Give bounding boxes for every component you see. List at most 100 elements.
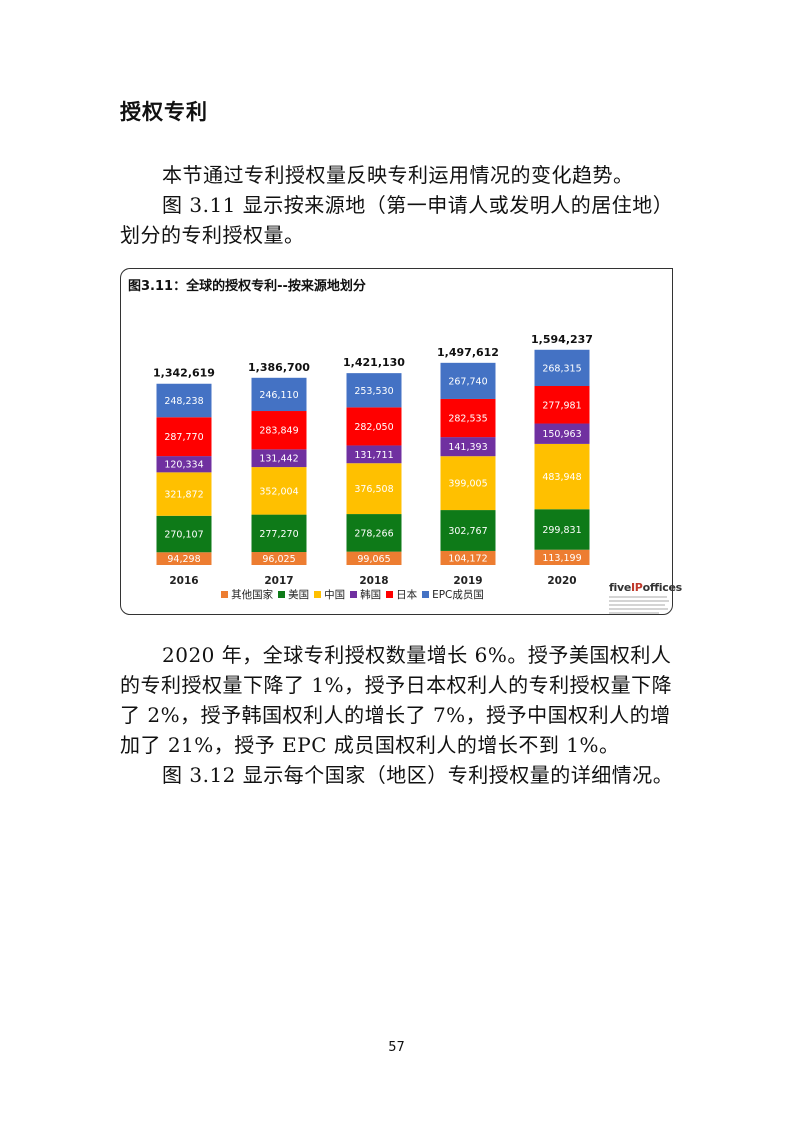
legend-label-5: EPC成员国 <box>432 589 484 601</box>
total-label-2018: 1,421,130 <box>343 356 405 369</box>
data-label-2019-4: 282,535 <box>448 414 487 425</box>
total-label-2017: 1,386,700 <box>248 361 310 374</box>
intro-paragraph: 本节通过专利授权量反映专利运用情况的变化趋势。 图 3.11 显示按来源地（第一… <box>120 160 680 250</box>
bar-segment-2016-1 <box>156 515 212 553</box>
x-tick-2020: 2020 <box>547 575 576 587</box>
x-tick-2016: 2016 <box>169 575 198 587</box>
bar-segment-2016-5 <box>156 383 212 418</box>
data-label-2018-4: 282,050 <box>354 422 393 433</box>
fiveipoffices-logo: fiveIPoffices <box>609 581 682 614</box>
bar-segment-2019-5 <box>440 362 496 399</box>
bar-segment-2017-1 <box>251 514 307 553</box>
legend-swatch-3 <box>350 591 358 598</box>
bar-segment-2018-4 <box>346 407 402 446</box>
bar-segment-2020-5 <box>534 349 590 387</box>
bar-segment-2019-2 <box>440 456 496 511</box>
legend-item-0: 其他国家 <box>221 587 273 602</box>
legend-swatch-4 <box>386 591 394 598</box>
bar-segment-2019-3 <box>440 437 496 457</box>
chart-legend: 其他国家 美国 中国 韩国 日本 EPC成员国 <box>121 587 674 602</box>
data-label-2017-1: 277,270 <box>259 529 298 540</box>
bar-segment-2016-2 <box>156 472 212 516</box>
legend-label-4: 日本 <box>396 589 418 601</box>
data-label-2019-5: 267,740 <box>448 376 487 387</box>
logo-wordmark: fiveIPoffices <box>609 581 682 594</box>
legend-label-2: 中国 <box>324 589 346 601</box>
bar-segment-2017-2 <box>251 467 307 515</box>
bar-segment-2017-4 <box>251 411 307 450</box>
intro-line-1: 本节通过专利授权量反映专利运用情况的变化趋势。 <box>162 163 634 187</box>
data-label-2016-4: 287,770 <box>164 432 203 443</box>
bar-segment-2019-4 <box>440 398 496 438</box>
logo-fineprint <box>609 596 671 614</box>
data-label-2019-2: 399,005 <box>448 479 487 490</box>
data-label-2016-0: 94,298 <box>167 554 200 565</box>
total-label-2016: 1,342,619 <box>153 367 215 380</box>
x-tick-2018: 2018 <box>359 575 388 587</box>
data-label-2017-0: 96,025 <box>262 554 295 565</box>
body-line-1: 2020 年，全球专利授权数量增长 6%。授予美国权利人的专利授权量下降了 1%… <box>120 643 673 757</box>
legend-item-3: 韩国 <box>350 587 381 602</box>
data-label-2018-1: 278,266 <box>354 528 393 539</box>
data-label-2016-2: 321,872 <box>164 490 203 501</box>
bar-segment-2016-0 <box>156 552 212 565</box>
bar-segment-2020-0 <box>534 549 590 565</box>
data-label-2020-0: 113,199 <box>542 553 581 564</box>
body-line-2: 图 3.12 显示每个国家（地区）专利授权量的详细情况。 <box>162 763 674 787</box>
data-label-2016-5: 248,238 <box>164 396 203 407</box>
data-label-2018-0: 99,065 <box>357 554 390 565</box>
data-label-2016-1: 270,107 <box>164 530 203 541</box>
bar-segment-2017-0 <box>251 552 307 565</box>
bar-segment-2018-5 <box>346 373 402 408</box>
stacked-bar-chart: 94,298 270,107 321,872 120,334 287,770 248,23… <box>153 333 593 587</box>
data-label-2017-5: 246,110 <box>259 390 298 401</box>
legend-item-1: 美国 <box>278 587 309 602</box>
data-label-2019-1: 302,767 <box>448 526 487 537</box>
bar-segment-2020-4 <box>534 386 590 424</box>
data-label-2020-4: 277,981 <box>542 400 581 411</box>
bar-segment-2020-1 <box>534 509 590 550</box>
x-tick-2017: 2017 <box>264 575 293 587</box>
data-label-2017-2: 352,004 <box>259 486 298 497</box>
chart-figure: 图3.11：全球的授权专利--按来源地划分 94,298 270,107 321,8… <box>120 268 682 615</box>
data-label-2020-2: 483,948 <box>542 472 581 483</box>
legend-swatch-1 <box>278 591 286 598</box>
bar-segment-2019-1 <box>440 510 496 551</box>
legend-label-0: 其他国家 <box>231 589 274 601</box>
section-heading: 授权专利 <box>120 100 208 124</box>
bar-segment-2017-5 <box>251 377 307 412</box>
legend-swatch-2 <box>314 591 322 598</box>
bar-segment-2016-3 <box>156 456 212 473</box>
data-label-2017-3: 131,442 <box>259 454 298 465</box>
data-label-2019-0: 104,172 <box>448 553 487 564</box>
x-tick-2019: 2019 <box>453 575 482 587</box>
body-paragraph: 2020 年，全球专利授权数量增长 6%。授予美国权利人的专利授权量下降了 1%… <box>120 640 680 790</box>
bar-segment-2017-3 <box>251 449 307 468</box>
intro-line-2: 图 3.11 显示按来源地（第一申请人或发明人的居住地）划分的专利授权量。 <box>120 193 674 247</box>
page-number: 57 <box>388 1040 405 1055</box>
data-label-2018-5: 253,530 <box>354 386 393 397</box>
data-label-2018-3: 131,711 <box>354 450 393 461</box>
bar-segment-2020-3 <box>534 423 590 444</box>
data-label-2020-1: 299,831 <box>542 525 581 536</box>
bar-segment-2018-0 <box>346 551 402 565</box>
bar-segment-2018-1 <box>346 514 402 552</box>
data-label-2016-3: 120,334 <box>164 460 203 471</box>
legend-label-1: 美国 <box>288 589 310 601</box>
bar-segment-2018-3 <box>346 445 402 464</box>
data-label-2019-3: 141,393 <box>448 442 487 453</box>
legend-item-2: 中国 <box>314 587 345 602</box>
legend-swatch-5 <box>422 591 430 598</box>
legend-item-4: 日本 <box>386 587 417 602</box>
data-label-2020-3: 150,963 <box>542 429 581 440</box>
bar-segment-2020-2 <box>534 443 590 510</box>
legend-item-5: EPC成员国 <box>422 587 484 602</box>
legend-label-3: 韩国 <box>360 589 382 601</box>
data-label-2017-4: 283,849 <box>259 426 298 437</box>
bar-segment-2016-4 <box>156 417 212 457</box>
chart-title: 图3.11：全球的授权专利--按来源地划分 <box>128 279 366 294</box>
total-label-2020: 1,594,237 <box>531 333 593 346</box>
data-label-2018-2: 376,508 <box>354 484 393 495</box>
bar-segment-2018-2 <box>346 463 402 515</box>
total-label-2019: 1,497,612 <box>437 346 499 359</box>
